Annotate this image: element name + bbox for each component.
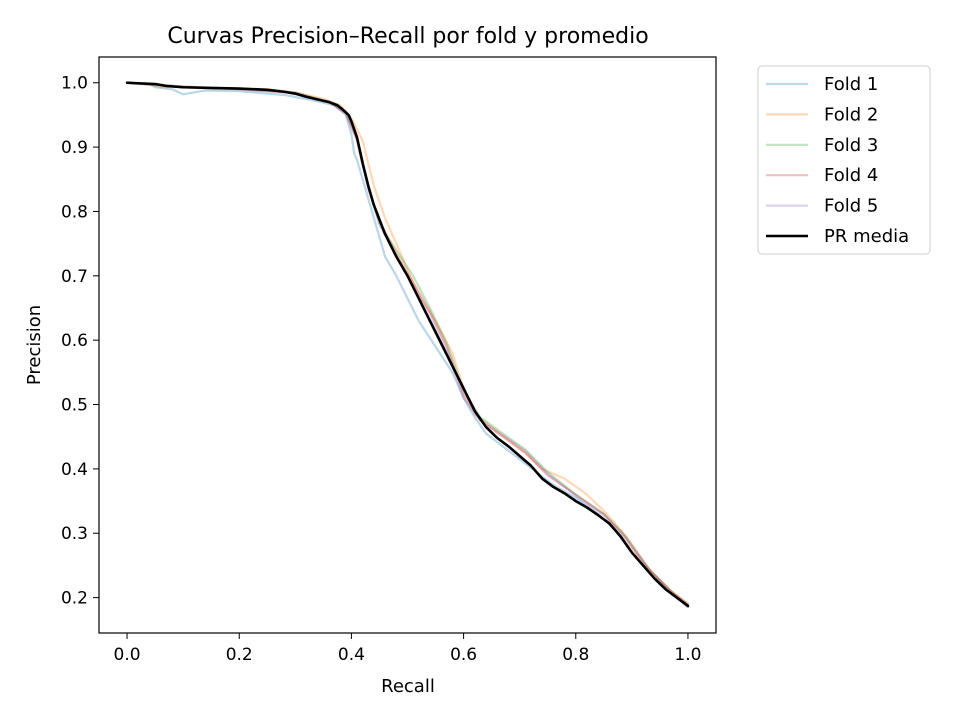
x-tick-label: 0.8	[562, 645, 589, 665]
y-tick-label: 0.2	[61, 589, 88, 609]
series-line-pr-media	[125, 81, 690, 608]
chart-title: Curvas Precision–Recall por fold y prome…	[167, 24, 648, 49]
legend: Fold 1 Fold 2 Fold 3 Fold 4 Fold 5 PR media	[757, 65, 931, 255]
x-tick-label: 0.0	[114, 645, 141, 665]
series-line-fold-5	[125, 81, 690, 608]
y-tick-label: 0.7	[61, 267, 88, 287]
legend-label-pr-media: PR media	[824, 226, 909, 247]
x-tick-label: 0.2	[226, 645, 253, 665]
legend-label-fold-1: Fold 1	[824, 74, 878, 95]
legend-items: Fold 1 Fold 2 Fold 3 Fold 4 Fold 5 PR media	[766, 74, 909, 247]
series-line-fold-4	[125, 81, 690, 606]
x-axis-label: Recall	[381, 676, 435, 697]
x-tick-label: 0.6	[450, 645, 477, 665]
y-axis-ticks: 0.2 0.3 0.4 0.5 0.6 0.7 0.8 0.9 1.0	[61, 74, 99, 609]
y-axis-label: Precision	[24, 305, 45, 385]
series-line-fold-2	[125, 81, 690, 606]
y-tick-label: 1.0	[61, 74, 88, 94]
x-axis-ticks: 0.0 0.2 0.4 0.6 0.8 1.0	[114, 633, 701, 665]
legend-label-fold-3: Fold 3	[824, 135, 878, 156]
y-tick-label: 0.9	[61, 138, 88, 158]
y-tick-label: 0.6	[61, 331, 88, 351]
y-tick-label: 0.4	[61, 460, 88, 480]
series-layer	[125, 81, 690, 609]
series-line-fold-3	[125, 81, 690, 607]
x-tick-label: 0.4	[338, 645, 365, 665]
plot-area	[98, 56, 717, 634]
legend-label-fold-5: Fold 5	[824, 196, 878, 217]
legend-box	[757, 65, 931, 255]
series-line-fold-1	[125, 81, 690, 609]
y-tick-label: 0.8	[61, 202, 88, 222]
plot-frame	[98, 56, 717, 634]
legend-label-fold-2: Fold 2	[824, 104, 878, 125]
y-tick-label: 0.5	[61, 396, 88, 416]
x-tick-label: 1.0	[674, 645, 701, 665]
legend-label-fold-4: Fold 4	[824, 165, 878, 186]
y-tick-label: 0.3	[61, 524, 88, 544]
